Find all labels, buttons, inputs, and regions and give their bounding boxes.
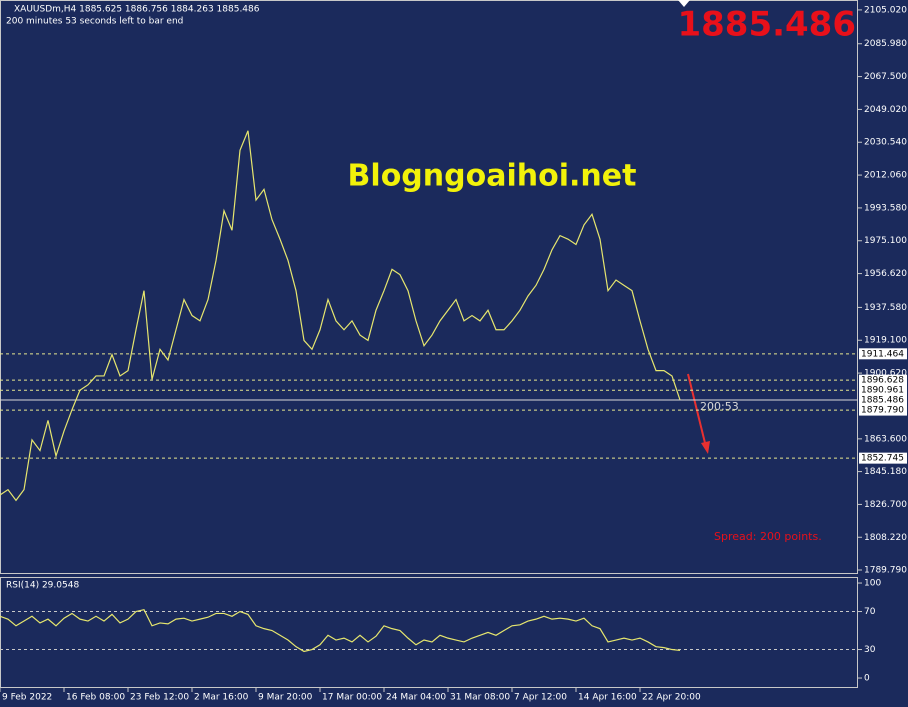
level-label-box — [859, 384, 907, 396]
level-label: 1852.745 — [861, 454, 904, 464]
y-tick-label: 1993.580 — [864, 203, 907, 213]
x-tick-label: 31 Mar 08:00 — [450, 693, 510, 703]
y-tick-label: 1937.580 — [864, 303, 907, 313]
x-tick-label: 23 Feb 12:00 — [130, 693, 189, 703]
x-tick-label: 24 Mar 04:00 — [386, 693, 446, 703]
x-tick-label: 7 Apr 12:00 — [514, 693, 567, 703]
y-tick-label: 2085.980 — [864, 39, 907, 49]
level-label: 1879.790 — [861, 406, 904, 416]
rsi-title: RSI(14) 29.0548 — [6, 581, 79, 591]
x-tick-label: 9 Mar 20:00 — [258, 693, 313, 703]
y-tick-label: 30 — [864, 645, 876, 655]
series-line — [0, 130, 681, 502]
price-panel — [0, 0, 858, 574]
bid-price: 1885.486 — [677, 5, 856, 45]
y-tick-label: 1956.620 — [864, 269, 907, 279]
y-tick-label: 1863.600 — [864, 434, 907, 444]
x-tick-label: 9 Feb 2022 — [2, 693, 52, 703]
shift-marker — [678, 0, 690, 7]
y-tick-label: 1789.790 — [864, 565, 907, 575]
arrow-head — [701, 441, 710, 454]
level-label-box — [859, 404, 907, 416]
current-price-box — [859, 394, 907, 406]
y-tick-label: 1808.220 — [864, 533, 907, 543]
y-tick-label: 1919.100 — [864, 336, 907, 346]
level-label-box — [859, 348, 907, 360]
y-tick-label: 1826.700 — [864, 500, 907, 510]
symbol-info: XAUUSDm,H4 1885.625 1886.756 1884.263 18… — [14, 5, 260, 15]
y-tick-label: 100 — [864, 579, 881, 589]
y-tick-label: 2030.540 — [864, 138, 907, 148]
x-tick-label: 2 Mar 16:00 — [194, 693, 249, 703]
rsi-panel — [0, 577, 858, 688]
x-tick-label: 14 Apr 16:00 — [578, 693, 637, 703]
y-tick-label: 70 — [864, 607, 876, 617]
y-tick-label: 0 — [864, 674, 870, 684]
series-line — [0, 608, 681, 653]
level-label: 1890.961 — [861, 386, 904, 396]
y-tick-label: 2049.020 — [864, 105, 907, 115]
current-price-label: 1885.486 — [861, 395, 904, 405]
watermark: Blogngoaihoi.net — [348, 159, 637, 194]
x-tick-label: 22 Apr 20:00 — [642, 693, 701, 703]
x-tick-label: 16 Feb 08:00 — [66, 693, 125, 703]
y-tick-label: 2067.500 — [864, 72, 907, 82]
level-label-box — [859, 452, 907, 464]
y-tick-label: 1975.100 — [864, 236, 907, 246]
level-label: 1896.628 — [861, 376, 904, 386]
spread: Spread: 200 points. — [714, 530, 822, 543]
y-tick-label: 2105.020 — [864, 5, 907, 15]
bar-timer-info: 200 minutes 53 seconds left to bar end — [6, 17, 183, 27]
timer: 200:53 — [700, 400, 739, 413]
y-tick-label: 2012.060 — [864, 171, 907, 181]
level-label-box — [859, 374, 907, 386]
y-tick-label: 1845.180 — [864, 467, 907, 477]
x-tick-label: 17 Mar 00:00 — [322, 693, 382, 703]
level-label: 1911.464 — [861, 349, 904, 359]
y-tick-label: 1900.620 — [864, 369, 907, 379]
